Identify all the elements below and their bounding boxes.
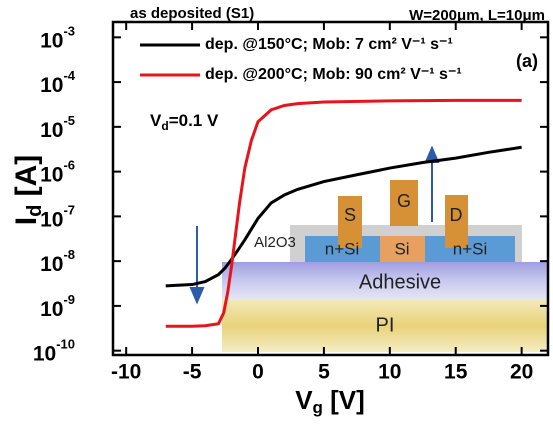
- annotation: Vd=0.1 V: [150, 111, 219, 133]
- x-axis-label: Vg [V]: [295, 385, 365, 418]
- x-tick-label: 10: [378, 361, 401, 384]
- annotation-sub: d: [161, 119, 168, 133]
- y-label-text: I: [10, 217, 43, 225]
- y-tick-base: 10: [33, 342, 56, 365]
- y-tick-label: 10-10: [33, 337, 75, 365]
- y-tick-base: 10: [40, 297, 63, 320]
- y-tick-exp: -6: [63, 158, 75, 173]
- y-tick-base: 10: [40, 253, 63, 276]
- legend-label: dep. @150°C; Mob: 7 cm² V⁻¹ s⁻¹: [205, 36, 453, 53]
- y-tick-label: 10-5: [40, 113, 75, 141]
- inset-diagram: PI Adhesive Al2O3 n+Si Si n+Si S G D: [222, 180, 548, 352]
- chart: PI Adhesive Al2O3 n+Si Si n+Si S G D as …: [0, 0, 553, 419]
- layer-label: PI: [376, 314, 395, 336]
- chart-title: as deposited (S1): [130, 5, 254, 22]
- layer-label: Adhesive: [359, 271, 441, 293]
- y-tick-base: 10: [40, 118, 63, 141]
- x-tick-label: -5: [183, 361, 202, 384]
- y-tick-label: 10-3: [40, 24, 75, 52]
- y-tick-base: 10: [40, 208, 63, 231]
- x-tick-label: 0: [252, 361, 264, 384]
- x-label-text: [V]: [323, 385, 365, 415]
- x-tick-label: 15: [444, 361, 468, 384]
- y-tick-base: 10: [40, 163, 63, 186]
- x-label-text: V: [295, 385, 313, 415]
- region-label: n+Si: [453, 239, 488, 258]
- y-tick-exp: -7: [63, 203, 75, 218]
- arrow-head: [191, 288, 203, 302]
- annotation-text: =0.1 V: [169, 111, 219, 130]
- y-tick-base: 10: [40, 29, 63, 52]
- y-tick-exp: -4: [63, 69, 75, 84]
- y-tick-base: 10: [40, 74, 63, 97]
- y-tick-exp: -3: [63, 24, 75, 39]
- y-tick-label: 10-9: [40, 292, 75, 320]
- x-label-sub: g: [313, 398, 323, 417]
- panel-label: (a): [516, 51, 538, 71]
- x-tick-label: 5: [318, 361, 330, 384]
- y-tick-exp: -9: [63, 292, 75, 307]
- x-tick-label: 20: [510, 361, 533, 384]
- y-tick-exp: -8: [63, 248, 75, 263]
- annotation-text: V: [150, 111, 162, 130]
- x-tick-label: -10: [111, 361, 141, 384]
- y-tick-exp: -5: [63, 113, 75, 128]
- region-label: n+Si: [325, 239, 360, 258]
- y-tick-label: 10-8: [40, 248, 75, 276]
- electrode-label: D: [450, 205, 463, 225]
- y-tick-label: 10-6: [40, 158, 75, 186]
- y-tick-exp: -10: [56, 337, 75, 352]
- layer-label: Al2O3: [254, 234, 296, 251]
- legend-label: dep. @200°C; Mob: 90 cm² V⁻¹ s⁻¹: [205, 66, 462, 83]
- electrode-label: G: [397, 191, 411, 211]
- y-tick-label: 10-7: [40, 203, 75, 231]
- region-label: Si: [394, 239, 409, 258]
- electrode-label: S: [344, 205, 356, 225]
- y-tick-label: 10-4: [40, 69, 76, 97]
- y-label-text: [A]: [10, 155, 43, 205]
